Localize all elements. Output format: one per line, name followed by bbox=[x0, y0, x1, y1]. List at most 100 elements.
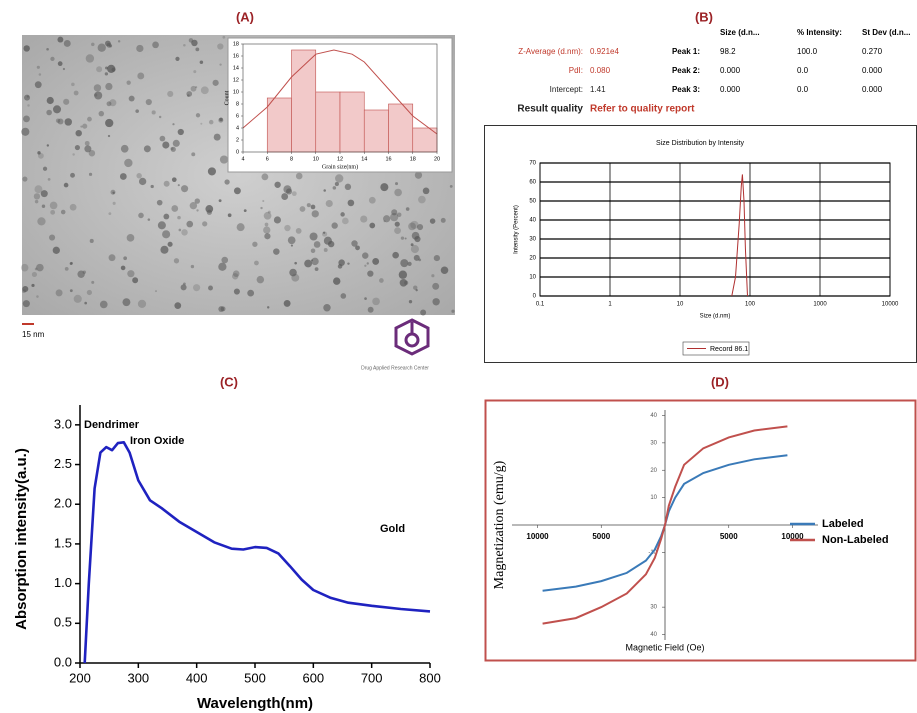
particle bbox=[379, 278, 384, 283]
particle bbox=[70, 289, 73, 292]
particle bbox=[172, 177, 177, 182]
y-tick-label: 1.5 bbox=[54, 535, 72, 550]
particle bbox=[273, 248, 279, 254]
particle bbox=[414, 236, 420, 242]
x-tick-label: 1 bbox=[608, 302, 612, 308]
particle bbox=[109, 44, 112, 47]
particle bbox=[178, 129, 184, 135]
x-axis-label: Grain size(nm) bbox=[322, 163, 358, 170]
particle bbox=[195, 47, 199, 51]
logo bbox=[396, 320, 428, 354]
particle bbox=[409, 300, 412, 303]
particle bbox=[260, 207, 262, 209]
particle bbox=[74, 295, 82, 303]
particle bbox=[364, 265, 366, 267]
particle bbox=[401, 236, 404, 239]
particle bbox=[420, 310, 426, 316]
particle bbox=[37, 66, 40, 69]
particle bbox=[195, 198, 200, 203]
particle bbox=[162, 141, 169, 148]
particle bbox=[228, 213, 232, 217]
particle bbox=[265, 223, 269, 227]
particle bbox=[220, 155, 228, 163]
y-tick-label: 18 bbox=[233, 41, 239, 47]
particle bbox=[181, 284, 187, 290]
x-axis-label: Size (d.nm) bbox=[700, 314, 731, 320]
y-tick-label: 0 bbox=[236, 149, 239, 155]
particle bbox=[294, 262, 297, 265]
y-tick-label: 20 bbox=[650, 468, 657, 474]
particle bbox=[65, 118, 72, 125]
particle bbox=[340, 293, 346, 299]
particle bbox=[23, 115, 30, 122]
panel-label: (D) bbox=[711, 374, 729, 389]
particle bbox=[121, 266, 126, 271]
particle bbox=[50, 57, 54, 61]
particle bbox=[22, 176, 27, 181]
particle bbox=[411, 243, 414, 246]
y-tick-label: 60 bbox=[529, 180, 536, 186]
particle bbox=[36, 295, 39, 298]
particle bbox=[335, 182, 339, 186]
particle bbox=[53, 247, 60, 254]
particle bbox=[372, 258, 379, 265]
particle bbox=[395, 182, 398, 185]
bar bbox=[364, 110, 388, 152]
particle bbox=[49, 234, 55, 240]
particle bbox=[47, 144, 49, 146]
particle bbox=[167, 91, 173, 97]
x-tick-label: 400 bbox=[186, 670, 208, 685]
panel-label: (A) bbox=[236, 9, 254, 24]
particle bbox=[158, 221, 166, 229]
particle bbox=[415, 289, 417, 291]
peak-cell: 100.0 bbox=[797, 47, 818, 56]
particle bbox=[333, 186, 337, 190]
y-tick-label: 3.0 bbox=[54, 416, 72, 431]
particle bbox=[200, 123, 202, 125]
particle bbox=[43, 167, 47, 171]
x-tick-label: 20 bbox=[434, 156, 440, 162]
peak-cell: 0.000 bbox=[862, 85, 883, 94]
particle bbox=[423, 188, 430, 195]
particle bbox=[392, 252, 399, 259]
particle bbox=[36, 264, 44, 272]
particle bbox=[340, 212, 344, 216]
particle bbox=[323, 189, 326, 192]
particle bbox=[315, 267, 319, 271]
particle bbox=[333, 277, 340, 284]
particle bbox=[312, 210, 319, 217]
particle bbox=[83, 270, 86, 273]
particle bbox=[85, 141, 90, 146]
legend-label: Record 86.1 bbox=[710, 346, 748, 353]
panel-label: (C) bbox=[220, 374, 238, 389]
particle bbox=[138, 213, 144, 219]
particle bbox=[63, 99, 69, 105]
particle bbox=[202, 221, 207, 226]
x-tick-label: 700 bbox=[361, 670, 383, 685]
bar bbox=[340, 92, 364, 152]
particle bbox=[99, 111, 104, 116]
particle bbox=[132, 277, 138, 283]
y-axis-label: Absorption intensity(a.u.) bbox=[13, 448, 30, 630]
particle bbox=[151, 185, 154, 188]
y-tick-label: 40 bbox=[529, 218, 536, 224]
y-axis-label: Intensity (Percent) bbox=[514, 205, 520, 254]
y-tick-label: 0 bbox=[533, 294, 537, 300]
y-tick-label: 6 bbox=[236, 113, 239, 119]
particle bbox=[107, 65, 115, 73]
peak-cell: 0.0 bbox=[797, 85, 809, 94]
logo-caption: Drug Applied Research Center bbox=[361, 365, 429, 371]
x-axis-label: Wavelength(nm) bbox=[197, 695, 313, 712]
x-tick-label: 14 bbox=[361, 156, 367, 162]
peak-label: Peak 3: bbox=[672, 85, 700, 94]
particle bbox=[311, 259, 313, 261]
table-header: Size (d.n... bbox=[720, 28, 760, 37]
particle bbox=[87, 290, 92, 295]
particle bbox=[23, 300, 30, 307]
particle bbox=[105, 72, 108, 75]
particle bbox=[144, 145, 151, 152]
y-axis-label: Magnetization (emu/g) bbox=[492, 460, 507, 589]
y-tick-label: 50 bbox=[529, 199, 536, 205]
particle bbox=[384, 220, 386, 222]
particle bbox=[345, 184, 351, 190]
